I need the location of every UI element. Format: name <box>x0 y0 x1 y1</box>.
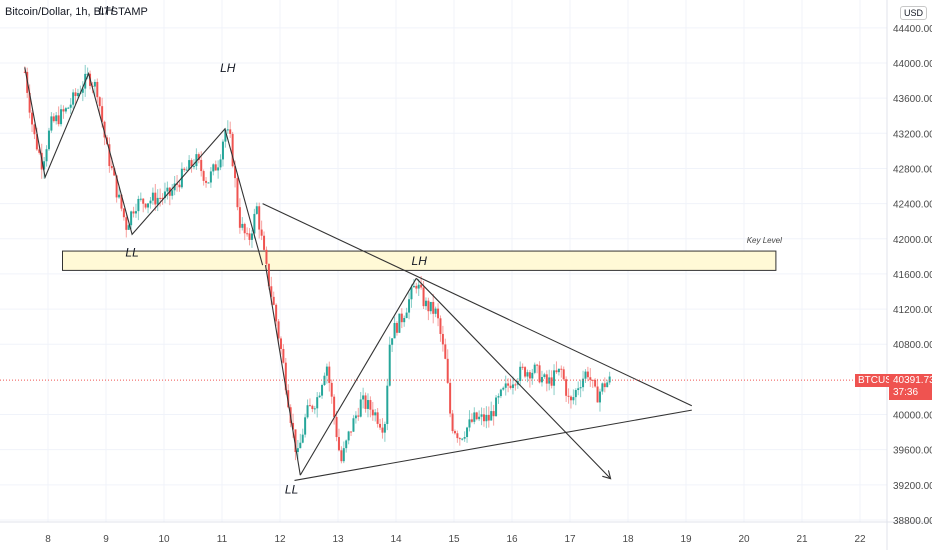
price-tick-label: 41600.00 <box>893 270 932 281</box>
price-tick-label: 39200.00 <box>893 481 932 492</box>
price-tick-label: 40800.00 <box>893 340 932 351</box>
price-tick-label: 42000.00 <box>893 235 932 246</box>
chart-title: Bitcoin/Dollar, 1h, BITSTAMP <box>5 6 148 18</box>
time-tick-label: 11 <box>217 534 228 545</box>
time-tick-label: 8 <box>45 534 51 545</box>
price-tick-label: 43200.00 <box>893 129 932 140</box>
pattern-label: LH <box>98 4 114 18</box>
time-tick-label: 16 <box>506 534 518 545</box>
key-level-label: Key Level <box>747 236 782 245</box>
zigzag-2-line[interactable] <box>299 278 417 476</box>
candlestick-series <box>23 64 611 464</box>
time-tick-label: 15 <box>448 534 460 545</box>
price-tick-label: 42800.00 <box>893 164 932 175</box>
pattern-label: LH <box>220 61 236 75</box>
time-tick-label: 13 <box>332 534 344 545</box>
price-tick-label: 39600.00 <box>893 446 932 457</box>
ascending-support-line[interactable] <box>294 409 692 481</box>
price-tick-label: 44400.00 <box>893 24 932 35</box>
descending-resistance-line[interactable] <box>262 203 693 407</box>
key-level-zone[interactable] <box>62 250 777 271</box>
breakdown-arrow-line[interactable] <box>415 277 610 478</box>
pattern-label: LL <box>125 245 138 259</box>
time-axis[interactable]: 8 9 10 11 12 13 14 15 16 17 18 19 20 21 22 <box>45 534 866 545</box>
pattern-label: LL <box>285 483 298 497</box>
trendlines[interactable] <box>24 67 693 481</box>
price-tick-label: 38800.00 <box>893 516 932 527</box>
time-tick-label: 19 <box>680 534 692 545</box>
time-tick-label: 18 <box>622 534 634 545</box>
zigzag-line[interactable] <box>24 67 264 266</box>
time-tick-label: 14 <box>390 534 402 545</box>
price-axis[interactable]: 44400.00 44000.00 43600.00 43200.00 42800.00… <box>893 24 932 527</box>
price-tick-label: 40000.00 <box>893 411 932 422</box>
zigzag-2b-line[interactable] <box>264 265 301 476</box>
time-tick-label: 22 <box>854 534 866 545</box>
time-tick-label: 9 <box>103 534 109 545</box>
price-tick-label: 43600.00 <box>893 94 932 105</box>
pattern-label: LH <box>412 254 428 268</box>
time-tick-label: 21 <box>796 534 808 545</box>
last-price-value: 40391.73 <box>893 375 932 386</box>
time-tick-label: 17 <box>564 534 576 545</box>
currency-badge[interactable]: USD <box>900 6 928 20</box>
price-tick-label: 42400.00 <box>893 200 932 211</box>
annotations: LH LH LL LH LL Key Level <box>98 4 782 497</box>
last-price-tag: 40391.73 37:36 <box>889 374 932 400</box>
key-level-rect[interactable] <box>62 250 777 271</box>
price-tick-label: 41200.00 <box>893 305 932 316</box>
bar-countdown: 37:36 <box>893 387 919 398</box>
time-tick-label: 10 <box>158 534 170 545</box>
time-tick-label: 12 <box>274 534 286 545</box>
price-tick-label: 44000.00 <box>893 59 932 70</box>
time-tick-label: 20 <box>738 534 750 545</box>
